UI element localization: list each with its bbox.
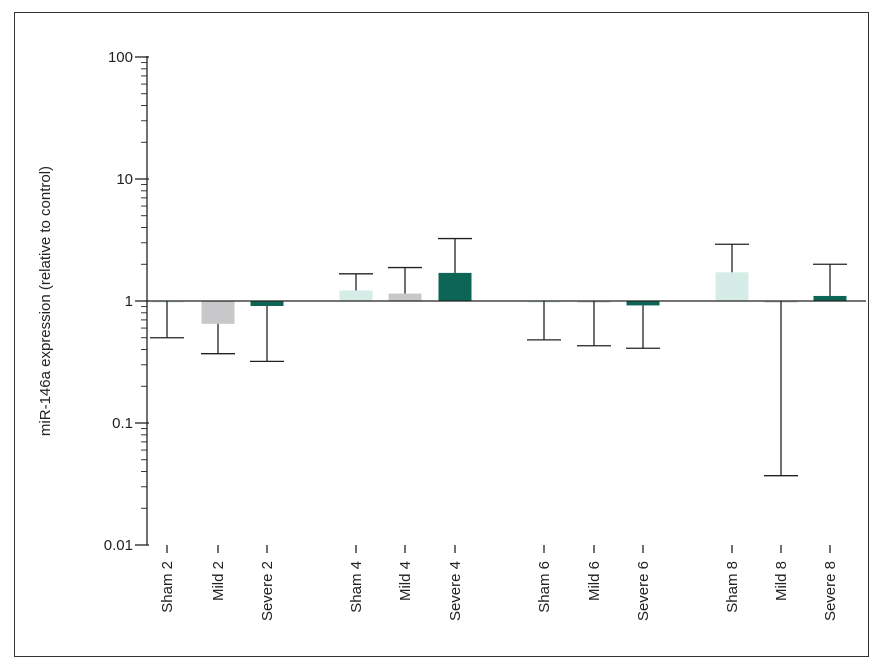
bars: [150, 272, 847, 324]
error-bars: [150, 237, 847, 477]
y-tick-label: 1: [125, 293, 133, 310]
x-tick-label: Mild 4: [397, 561, 414, 601]
x-tick-label: Severe 4: [447, 561, 464, 621]
x-tick-label: Severe 2: [259, 561, 276, 621]
x-tick-label: Mild 8: [773, 561, 790, 601]
x-tick-label: Sham 8: [724, 561, 741, 613]
y-tick-label: 0.1: [112, 415, 133, 432]
x-tick-label: Mild 6: [586, 561, 603, 601]
bar-mild-2: [201, 301, 235, 324]
bar-severe-2: [250, 301, 284, 306]
chart-frame: [14, 12, 869, 657]
y-axis: 100 10 1 0.1 0.01: [104, 49, 149, 554]
y-tick-label: 100: [108, 49, 133, 66]
bar-severe-4: [438, 272, 472, 301]
bar-severe-6: [626, 301, 660, 306]
x-tick-label: Sham 2: [159, 561, 176, 613]
x-tick-label: Severe 8: [822, 561, 839, 621]
y-tick-label: 0.01: [104, 537, 133, 554]
bar-mild-4: [388, 293, 422, 301]
y-axis-title: miR-146a expression (relative to control…: [37, 166, 54, 436]
y-tick-label: 10: [116, 171, 133, 188]
x-axis: Sham 2 Mild 2 Severe 2 Sham 4 Mild 4 Severe 4…: [159, 545, 839, 621]
bar-sham-8: [715, 272, 749, 301]
bar-sham-4: [339, 290, 373, 301]
bar-severe-8: [813, 295, 847, 301]
x-tick-label: Mild 2: [210, 561, 227, 601]
x-tick-label: Sham 4: [348, 561, 365, 613]
x-tick-label: Severe 6: [635, 561, 652, 621]
x-tick-label: Sham 6: [536, 561, 553, 613]
